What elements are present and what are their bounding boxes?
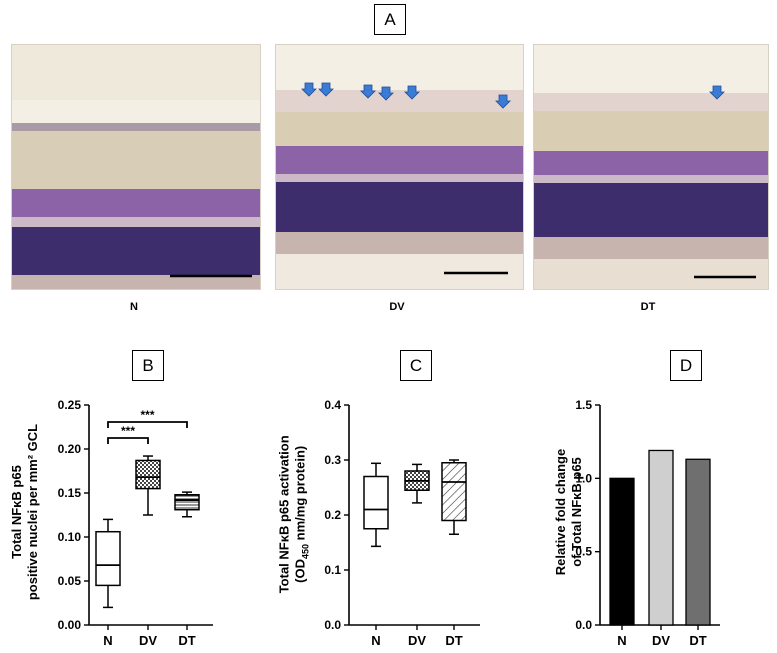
bar-DT [685, 458, 711, 626]
chart-d: 0.0 0.5 1.0 1.5 N DV DT [575, 398, 720, 648]
arrow-marker [360, 84, 376, 99]
y-tick-label: 0.00 [58, 618, 82, 632]
significance-label: *** [140, 408, 154, 422]
box-N [95, 530, 121, 587]
y-tick-label: 0.0 [575, 618, 592, 632]
micrograph-n [11, 44, 261, 290]
significance-bracket [107, 437, 149, 444]
bar-N [609, 477, 635, 626]
box-DV [135, 459, 161, 490]
panel-d-label: D [670, 350, 702, 381]
box-DT [174, 494, 200, 511]
arrow-marker [709, 85, 725, 100]
significance-bracket [107, 421, 188, 428]
x-tick-label: DT [689, 633, 706, 648]
micrograph-label-dt: DT [640, 301, 656, 313]
box-DT [441, 462, 467, 522]
y-tick-label: 0.20 [58, 442, 82, 456]
x-tick-label: DV [139, 633, 157, 648]
arrow-marker [495, 94, 511, 109]
y-tick-label: 0.4 [324, 398, 341, 412]
x-tick-label: N [371, 633, 380, 648]
y-tick-label: 0.3 [324, 453, 341, 467]
panel-b-label: B [132, 350, 164, 381]
micrograph-dv [275, 44, 524, 290]
x-tick-label: N [617, 633, 626, 648]
y-tick-label: 1.0 [575, 471, 592, 485]
y-tick-label: 0.5 [575, 545, 592, 559]
arrow-marker [318, 82, 334, 97]
micrograph-label-dv: DV [389, 301, 405, 313]
y-tick-label: 0.10 [58, 530, 82, 544]
y-tick-label: 0.1 [324, 563, 341, 577]
arrow-marker [404, 85, 420, 100]
chart-b: 0.00 0.05 0.10 0.15 0.20 0.25 N DV DT *** *** [58, 398, 213, 648]
arrow-marker [378, 86, 394, 101]
y-tick-label: 0.15 [58, 486, 82, 500]
y-tick-label: 0.2 [324, 508, 341, 522]
panel-a-label: A [374, 4, 406, 35]
x-tick-label: DV [652, 633, 670, 648]
micrograph-n-image [12, 45, 260, 289]
arrow-markers [709, 85, 725, 100]
y-tick-label: 0.0 [324, 618, 341, 632]
arrow-marker [301, 82, 317, 97]
micrograph-dt [533, 44, 769, 290]
bar-DV [648, 449, 674, 626]
y-tick-label: 0.25 [58, 398, 82, 412]
x-tick-label: DT [178, 633, 195, 648]
arrow-markers [301, 82, 511, 109]
micrograph-dv-image [276, 45, 523, 289]
micrograph-dt-image [534, 45, 768, 289]
panel-c-label: C [400, 350, 432, 381]
y-tick-label: 1.5 [575, 398, 592, 412]
y-tick-label: 0.05 [58, 574, 82, 588]
significance-label: *** [121, 424, 135, 438]
x-tick-label: DT [445, 633, 462, 648]
micrograph-label-n: N [130, 301, 138, 313]
x-tick-label: N [103, 633, 112, 648]
box-N [363, 475, 389, 530]
chart-c: 0.0 0.1 0.2 0.3 0.4 N DV DT [324, 398, 480, 648]
x-tick-label: DV [408, 633, 426, 648]
